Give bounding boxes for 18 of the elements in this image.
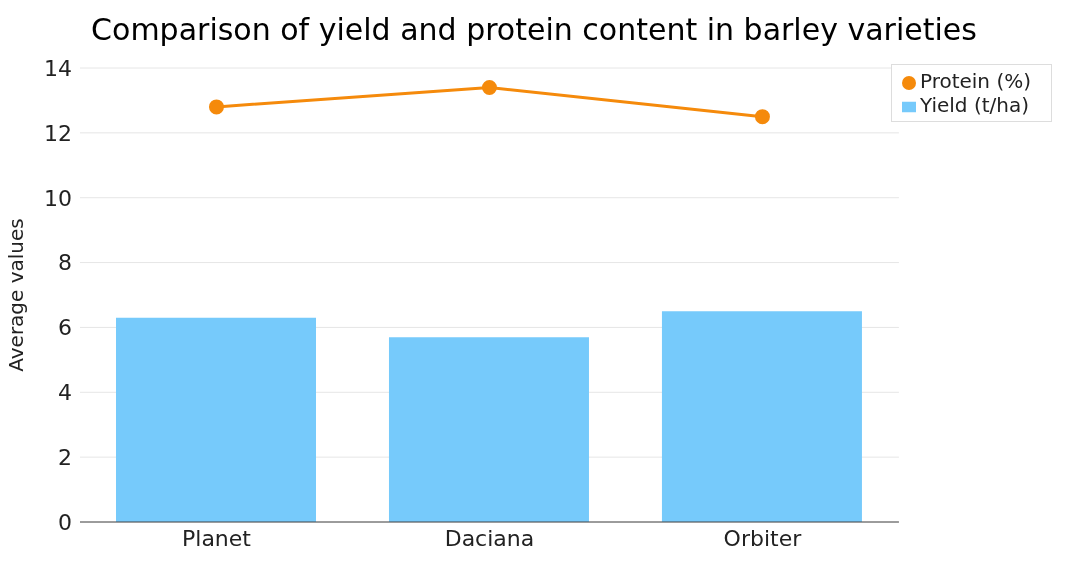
x-tick-label: Daciana bbox=[444, 525, 535, 551]
legend-label: Protein (%) bbox=[919, 69, 1031, 93]
bar bbox=[388, 337, 589, 522]
y-tick-label: 0 bbox=[58, 509, 72, 535]
bar bbox=[661, 311, 862, 522]
y-tick-label: 14 bbox=[44, 55, 72, 81]
x-tick-label: Orbiter bbox=[723, 525, 803, 551]
y-tick-label: 2 bbox=[58, 444, 72, 470]
bar bbox=[116, 317, 316, 522]
y-axis-title: Average values bbox=[4, 218, 29, 372]
y-tick-label: 12 bbox=[44, 120, 72, 146]
x-tick-label: Planet bbox=[182, 525, 252, 551]
y-tick-label: 4 bbox=[58, 380, 72, 406]
y-tick-label: 10 bbox=[44, 185, 72, 211]
y-tick-label: 6 bbox=[58, 315, 72, 341]
legend-label: Yield (t/ha) bbox=[919, 93, 1030, 117]
y-tick-label: 8 bbox=[58, 250, 72, 276]
chart-title: Comparison of yield and protein content in barley varieties bbox=[90, 11, 978, 49]
